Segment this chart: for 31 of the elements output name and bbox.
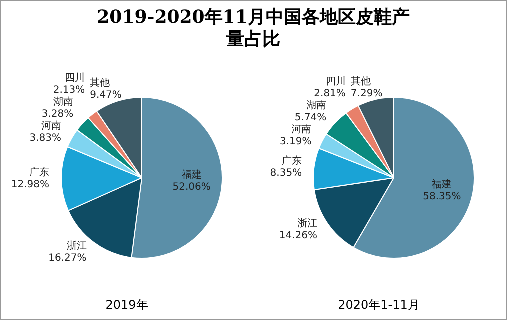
slice-label: 湖南 bbox=[306, 99, 327, 112]
slice-label: 浙江 bbox=[66, 240, 87, 252]
data-label: 3.28% bbox=[42, 108, 74, 120]
data-label: 14.26% bbox=[279, 230, 318, 242]
slice-label: 湖南 bbox=[54, 96, 74, 108]
slice-label: 河南 bbox=[42, 120, 62, 132]
data-label: 12.98% bbox=[11, 180, 50, 191]
data-label: 2.81% bbox=[314, 88, 346, 100]
slice-label: 四川 bbox=[65, 72, 86, 84]
data-label: 7.29% bbox=[350, 88, 383, 100]
text: 2019年 bbox=[104, 297, 150, 314]
slice-label: 四川 bbox=[326, 75, 346, 88]
data-label: 9.47% bbox=[90, 90, 122, 102]
data-label: 3.83% bbox=[30, 132, 62, 144]
data-label: 52.06% bbox=[172, 182, 211, 193]
chart-title: 2019-2020年11月中国各地区皮鞋产量占比 bbox=[96, 7, 411, 51]
data-label: 58.35% bbox=[423, 192, 462, 203]
slice-label: 福建 bbox=[432, 178, 452, 191]
slice-label: 福建 bbox=[182, 168, 202, 181]
slice-label: 广东 bbox=[30, 166, 50, 179]
data-label: 2.13% bbox=[53, 84, 86, 96]
slice-label: 广东 bbox=[282, 155, 302, 168]
slice-label: 其他 bbox=[350, 76, 371, 88]
data-label: 5.74% bbox=[294, 112, 327, 124]
slice-label: 河南 bbox=[292, 123, 312, 136]
slice-label: 其他 bbox=[90, 77, 110, 90]
data-label: 8.35% bbox=[270, 168, 302, 180]
data-label: 16.27% bbox=[48, 252, 87, 264]
slice-label: 浙江 bbox=[298, 218, 318, 230]
text: 2020年1-11月 bbox=[337, 297, 421, 314]
data-label: 3.19% bbox=[280, 136, 312, 148]
